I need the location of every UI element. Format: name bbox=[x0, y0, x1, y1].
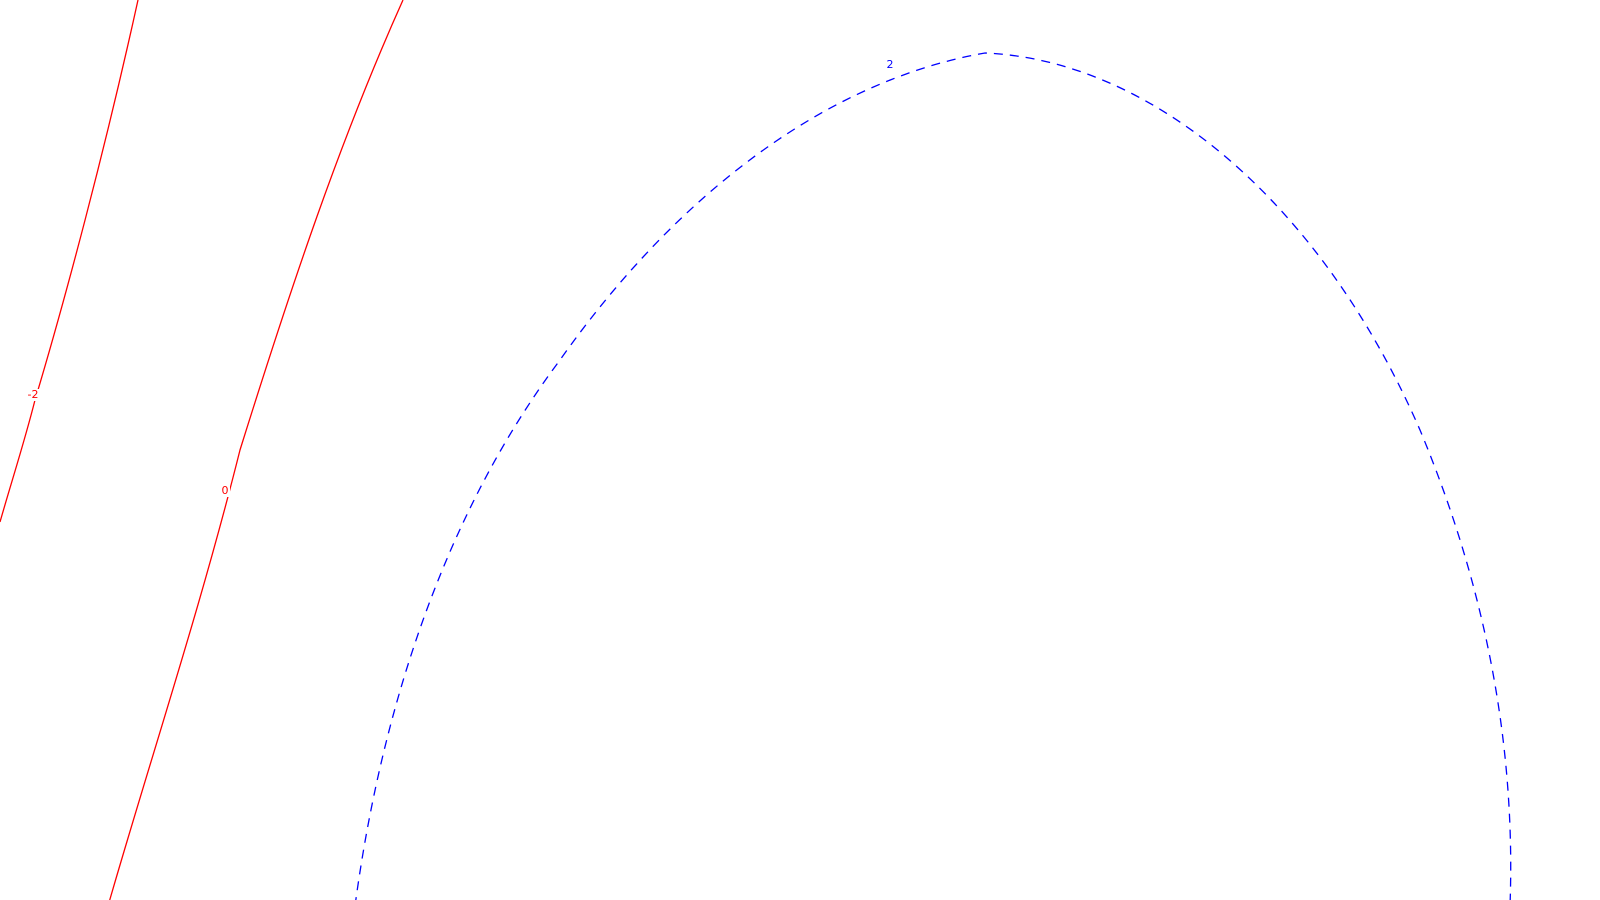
contour-layer: -2 0 2 bbox=[0, 0, 1512, 900]
contour-line-neg2 bbox=[0, 0, 139, 523]
contour-label-gap bbox=[220, 485, 230, 497]
contour-label-2: 2 bbox=[887, 58, 894, 71]
contour-line-0 bbox=[109, 0, 404, 900]
contour-label-gap bbox=[884, 59, 896, 71]
contour-label-neg2: -2 bbox=[28, 388, 39, 401]
contour-line-2 bbox=[355, 52, 1512, 900]
contour-label-0: 0 bbox=[222, 484, 229, 497]
contour-label-gap bbox=[26, 389, 40, 401]
